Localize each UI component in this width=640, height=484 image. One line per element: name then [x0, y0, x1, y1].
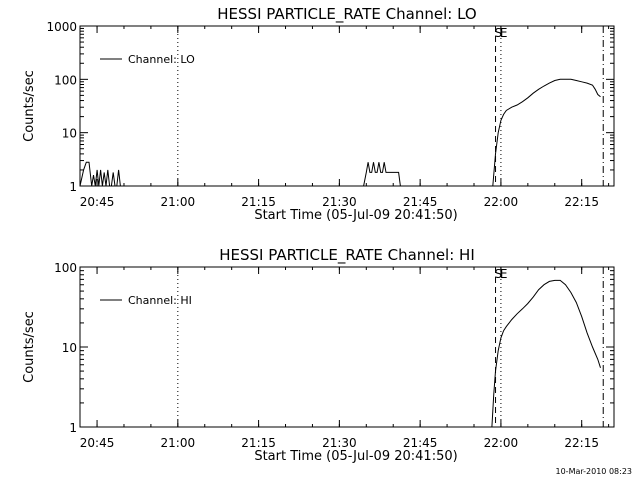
x-tick-label: 22:00: [484, 195, 519, 209]
chart-title: HESSI PARTICLE_RATE Channel: LO: [217, 5, 476, 24]
x-tick-label: 22:00: [484, 436, 519, 450]
data-series-line: [492, 78, 601, 187]
event-marker-label: E: [500, 267, 508, 281]
event-marker-label: E: [500, 26, 508, 40]
x-tick-label: 22:15: [564, 436, 599, 450]
chart-title: HESSI PARTICLE_RATE Channel: HI: [219, 246, 475, 265]
plot-timestamp: 10-Mar-2010 08:23: [555, 467, 633, 476]
y-tick-label: 10: [62, 341, 77, 355]
x-tick-label: 21:15: [241, 436, 276, 450]
y-tick-label: 10: [62, 127, 77, 141]
data-series-line: [491, 279, 601, 428]
y-axis-label: Counts/sec: [22, 311, 37, 383]
plot-frame: [79, 266, 615, 428]
x-tick-label: 21:00: [161, 195, 196, 209]
data-series-line: [363, 162, 403, 187]
x-tick-label: 21:00: [161, 436, 196, 450]
x-axis-label: Start Time (05-Jul-09 20:41:50): [254, 449, 457, 464]
x-tick-label: 21:30: [322, 195, 357, 209]
data-series-line: [79, 161, 123, 187]
x-tick-label: 21:30: [322, 436, 357, 450]
legend-label: Channel: HI: [128, 294, 192, 307]
x-tick-label: 21:15: [241, 195, 276, 209]
x-tick-label: 21:45: [403, 436, 438, 450]
x-tick-label: 20:45: [80, 195, 115, 209]
event-marker-label: S: [495, 267, 503, 281]
y-tick-label: 1: [69, 421, 77, 435]
x-tick-label: 21:45: [403, 195, 438, 209]
y-tick-label: 100: [54, 261, 77, 275]
plot-frame: [79, 25, 615, 187]
y-tick-label: 1000: [46, 20, 77, 34]
legend-label: Channel: LO: [128, 53, 195, 66]
y-tick-label: 100: [54, 73, 77, 87]
x-tick-label: 22:15: [564, 195, 599, 209]
x-axis-label: Start Time (05-Jul-09 20:41:50): [254, 208, 457, 223]
y-axis-label: Counts/sec: [22, 70, 37, 142]
event-marker-label: S: [495, 26, 503, 40]
x-tick-label: 20:45: [80, 436, 115, 450]
y-tick-label: 1: [69, 180, 77, 194]
